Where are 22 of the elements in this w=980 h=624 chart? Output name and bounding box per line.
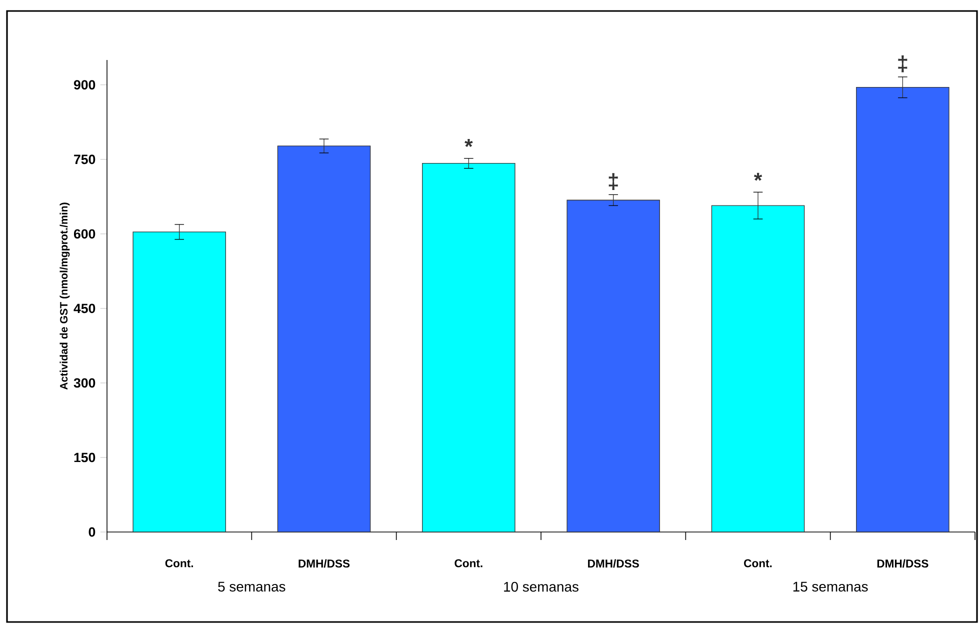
x-tick-label: Cont. <box>454 559 482 568</box>
text: 15 semanas <box>793 582 868 592</box>
y-tick-label: 900 <box>74 80 96 90</box>
x-tick-label: Cont. <box>744 559 772 568</box>
data-label: * <box>754 172 762 181</box>
text: 5 semanas <box>218 582 286 592</box>
y-tick-label: 300 <box>74 378 96 388</box>
y-tick-label: 750 <box>74 154 96 164</box>
bar <box>566 200 660 532</box>
y-tick-label: 600 <box>74 229 96 239</box>
data-label: ‡ <box>898 55 908 72</box>
text: 10 semanas <box>504 582 578 592</box>
x-tick-label: DMH/DSS <box>877 559 928 568</box>
x-tick-label: DMH/DSS <box>588 559 639 568</box>
y-tick-label: 450 <box>74 304 96 314</box>
x-tick-label: Cont. <box>165 559 193 568</box>
y-tick-label: 150 <box>74 452 96 462</box>
data-label: ‡ <box>608 173 618 190</box>
data-label: * <box>464 139 473 147</box>
x-tick-label: DMH/DSS <box>298 559 350 568</box>
y-axis-title: Actividad de GST (nmol/mgprot./min) <box>60 202 70 390</box>
y-tick-label: 0 <box>88 527 96 537</box>
